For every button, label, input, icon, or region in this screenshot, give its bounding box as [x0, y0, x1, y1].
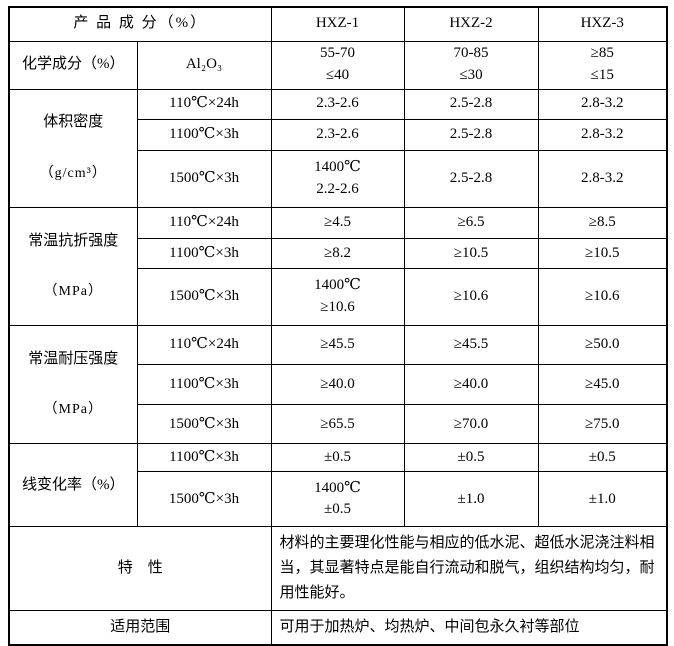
value-cell: ≥10.5: [537, 237, 668, 270]
table-row: 1500℃×3h 1400℃ 2.2-2.6 2.5-2.8 2.8-3.2: [9, 150, 668, 208]
table-row: 适用范围 可用于加热炉、均热炉、中间包永久衬等部位: [8, 610, 668, 646]
value-cell: ≥45.5: [270, 325, 405, 366]
table-row: 线变化率（%） 1100℃×3h ±0.5 ±0.5 ±0.5: [8, 443, 668, 528]
features-label: 特 性: [8, 526, 272, 612]
density-label: 体积密度: [43, 114, 104, 131]
density-unit: （g/cm³）: [39, 165, 107, 181]
value-cell: ≥8.5: [537, 206, 668, 239]
value-cell: ≥6.5: [403, 206, 539, 239]
value-cell: ±0.5: [270, 443, 405, 473]
value-cell: 2.8-3.2: [537, 150, 668, 208]
table-row: 1100℃×3h 2.3-2.6 2.5-2.8 2.8-3.2: [9, 118, 668, 152]
condition-cell: 1500℃×3h: [136, 404, 272, 445]
value-cell: 2.3-2.6: [270, 118, 405, 152]
condition-cell: 1500℃×3h: [136, 268, 272, 327]
value-cell: ≥4.5: [270, 206, 405, 239]
features-text: 材料的主要理化性能与相应的低水泥、超低水泥浇注料相当，其显著特点是能自行流动和脱…: [270, 526, 668, 612]
compressive-section-label: 常温耐压强度 （MPa）: [8, 325, 138, 445]
table-row: 常温抗折强度 （MPa） 110℃×24h ≥4.5 ≥6.5 ≥8.5: [8, 206, 668, 327]
value-cell: ≥45.5: [403, 325, 539, 366]
value-cell: 2.8-3.2: [537, 118, 668, 152]
condition-cell: 1100℃×3h: [136, 118, 272, 152]
condition-cell: 1100℃×3h: [136, 364, 272, 406]
value-cell: ≥40.0: [403, 364, 539, 406]
chemical-value-cell: 55-70 ≤40: [270, 40, 405, 90]
value-cell: ≥65.5: [270, 404, 405, 445]
chemical-value-cell: ≥85 ≤15: [537, 40, 668, 90]
value-cell: 2.5-2.8: [403, 88, 539, 120]
table-row: 1100℃×3h ≥8.2 ≥10.5 ≥10.5: [9, 237, 668, 270]
condition-cell: 1100℃×3h: [136, 443, 272, 473]
table-row: 1100℃×3h ≥40.0 ≥40.0 ≥45.0: [9, 364, 668, 406]
product-spec-table: 产 品 成 分（%） HXZ-1 HXZ-2 HXZ-3 化学成分（%） Al₂…: [8, 6, 668, 646]
value-cell: ≥70.0: [403, 404, 539, 445]
table-row: 常温耐压强度 （MPa） 110℃×24h ≥45.5 ≥45.5 ≥50.0: [8, 325, 668, 445]
application-text: 可用于加热炉、均热炉、中间包永久衬等部位: [270, 610, 668, 646]
table-row: 1500℃×3h 1400℃ ±0.5 ±1.0 ±1.0: [9, 471, 668, 528]
density-section-label: 体积密度 （g/cm³）: [8, 88, 138, 208]
value-cell: 2.5-2.8: [403, 118, 539, 152]
value-cell: ≥10.5: [403, 237, 539, 270]
value-cell: ±1.0: [403, 471, 539, 528]
value-cell: 1400℃ ±0.5: [270, 471, 405, 528]
value-cell: ±1.0: [537, 471, 668, 528]
flexural-label: 常温抗折强度: [28, 232, 119, 249]
value-cell: 1400℃ ≥10.6: [270, 268, 405, 327]
value-cell: ≥40.0: [270, 364, 405, 406]
al2o3-component-label: Al₂O₃: [136, 40, 272, 90]
value-cell: ±0.5: [537, 443, 668, 473]
compressive-unit: （MPa）: [43, 402, 103, 418]
product-composition-header: 产 品 成 分（%）: [8, 6, 272, 42]
value-cell: 1400℃ 2.2-2.6: [270, 150, 405, 208]
compressive-label: 常温耐压强度: [28, 350, 119, 367]
value-cell: ≥10.6: [403, 268, 539, 327]
chemical-composition-label: 化学成分（%）: [8, 40, 138, 90]
value-cell: ≥8.2: [270, 237, 405, 270]
table-row: 化学成分（%） Al₂O₃ 55-70 ≤40 70-85 ≤30 ≥85 ≤1…: [8, 40, 668, 90]
header-cell-hxz-1: HXZ-1: [270, 6, 405, 42]
value-cell: ≥45.0: [537, 364, 668, 406]
application-label: 适用范围: [8, 610, 272, 646]
linear-change-section-label: 线变化率（%）: [8, 443, 138, 528]
table-row: 产 品 成 分（%） HXZ-1 HXZ-2 HXZ-3: [8, 6, 668, 42]
value-cell: 2.3-2.6: [270, 88, 405, 120]
condition-cell: 110℃×24h: [136, 88, 272, 120]
table-row: 1500℃×3h 1400℃ ≥10.6 ≥10.6 ≥10.6: [9, 268, 668, 327]
value-cell: ≥50.0: [537, 325, 668, 366]
value-cell: 2.8-3.2: [537, 88, 668, 120]
linear-change-label: 线变化率（%）: [22, 476, 125, 493]
table-row: 特 性 材料的主要理化性能与相应的低水泥、超低水泥浇注料相当，其显著特点是能自行…: [8, 526, 668, 612]
chemical-value-cell: 70-85 ≤30: [403, 40, 539, 90]
flexural-section-label: 常温抗折强度 （MPa）: [8, 206, 138, 327]
flexural-unit: （MPa）: [43, 284, 103, 300]
value-cell: ±0.5: [403, 443, 539, 473]
value-cell: ≥10.6: [537, 268, 668, 327]
header-cell-hxz-2: HXZ-2: [403, 6, 539, 42]
condition-cell: 110℃×24h: [136, 325, 272, 366]
condition-cell: 110℃×24h: [136, 206, 272, 239]
condition-cell: 1500℃×3h: [136, 471, 272, 528]
header-cell-hxz-3: HXZ-3: [537, 6, 668, 42]
table-row: 体积密度 （g/cm³） 110℃×24h 2.3-2.6 2.5-2.8 2.…: [8, 88, 668, 208]
value-cell: 2.5-2.8: [403, 150, 539, 208]
condition-cell: 1500℃×3h: [136, 150, 272, 208]
condition-cell: 1100℃×3h: [136, 237, 272, 270]
value-cell: ≥75.0: [537, 404, 668, 445]
